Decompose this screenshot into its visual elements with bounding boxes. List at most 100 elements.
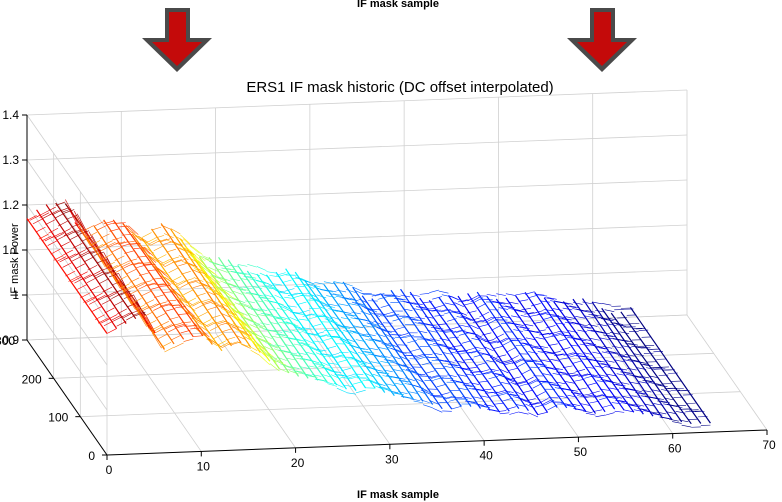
surface-line [189, 280, 200, 284]
surface-line [624, 353, 635, 357]
surface-line [112, 219, 194, 338]
surface-line [330, 320, 341, 326]
surface-line [231, 341, 242, 345]
surface-line [172, 259, 182, 263]
surface-line [410, 398, 421, 402]
surface-line [598, 363, 608, 366]
surface-line [525, 403, 536, 409]
surface-line [629, 374, 640, 377]
surface-line [564, 321, 575, 325]
surface-line [419, 292, 430, 295]
surface-line [386, 359, 397, 362]
surface-line [216, 320, 227, 325]
surface-line [455, 350, 465, 352]
surface-line [415, 316, 426, 320]
surface-line [608, 350, 619, 354]
surface-line [388, 390, 399, 393]
surface-line [119, 283, 130, 289]
surface-line [572, 360, 583, 364]
surface-line [228, 341, 239, 345]
surface-line [207, 306, 218, 310]
surface-line [528, 412, 539, 418]
surface-line [439, 338, 450, 341]
surface-line [209, 288, 219, 295]
surface-line [634, 353, 644, 357]
surface-line [132, 282, 143, 288]
x-tick-label: 50 [574, 445, 588, 459]
surface-line [583, 342, 594, 345]
surface-line [342, 281, 424, 402]
surface-line [414, 322, 425, 325]
surface-line [621, 395, 632, 399]
surface-line [252, 286, 263, 289]
surface-line [420, 389, 431, 395]
surface-line [547, 404, 558, 411]
surface-line [579, 355, 589, 358]
surface-line [375, 385, 385, 391]
surface-line [316, 349, 327, 352]
surface-line [534, 404, 545, 408]
surface-line [558, 387, 569, 390]
surface-line [66, 230, 77, 236]
surface-line [660, 400, 670, 404]
surface-line [596, 331, 607, 334]
surface-line [234, 271, 244, 275]
surface-line [315, 362, 326, 366]
surface-line [448, 347, 459, 351]
surface-line [501, 382, 511, 385]
surface-line [232, 326, 242, 332]
surface-line [447, 363, 458, 367]
surface-line [56, 256, 67, 262]
surface-line [224, 267, 235, 271]
surface-line [423, 389, 434, 395]
surface-line [225, 295, 236, 301]
surface-line [269, 275, 280, 278]
surface-line [173, 342, 184, 348]
surface-line [259, 322, 270, 326]
surface-line [184, 261, 195, 267]
surface-line [449, 326, 460, 330]
surface-line [295, 370, 306, 373]
surface-line [72, 242, 83, 249]
surface-line [156, 254, 167, 260]
grid-line [26, 159, 108, 276]
surface-line [113, 267, 124, 274]
surface-line [210, 275, 221, 284]
surface-line [582, 352, 593, 355]
surface-line [385, 334, 395, 339]
surface-line [240, 319, 250, 328]
surface-line [239, 278, 250, 281]
surface-line [450, 363, 461, 367]
surface-line [508, 355, 519, 361]
surface-line [143, 311, 154, 317]
surface-line [538, 398, 549, 404]
surface-line [286, 357, 297, 361]
surface-line [613, 322, 624, 325]
surface-line [606, 334, 616, 338]
surface-line [632, 375, 643, 379]
surface-line [484, 339, 495, 343]
surface-line [80, 230, 91, 247]
surface-line [471, 338, 482, 341]
surface-line [391, 392, 402, 395]
surface-line [493, 402, 504, 405]
surface-line [319, 302, 330, 306]
surface-line [635, 392, 645, 395]
surface-line [573, 352, 583, 355]
surface-line [355, 339, 366, 342]
surface-line [164, 283, 175, 293]
surface-line [261, 339, 272, 345]
surface-line [405, 368, 416, 374]
surface-line [360, 360, 371, 365]
surface-line [292, 370, 303, 373]
surface-line [252, 332, 263, 338]
surface-line [433, 343, 443, 346]
surface-line [71, 276, 82, 283]
surface-line [267, 300, 278, 304]
surface-line [55, 202, 137, 320]
surface-line [332, 354, 342, 359]
surface-line [290, 354, 301, 357]
surface-line [104, 307, 115, 314]
surface-line [283, 305, 294, 311]
surface-line [314, 331, 325, 335]
